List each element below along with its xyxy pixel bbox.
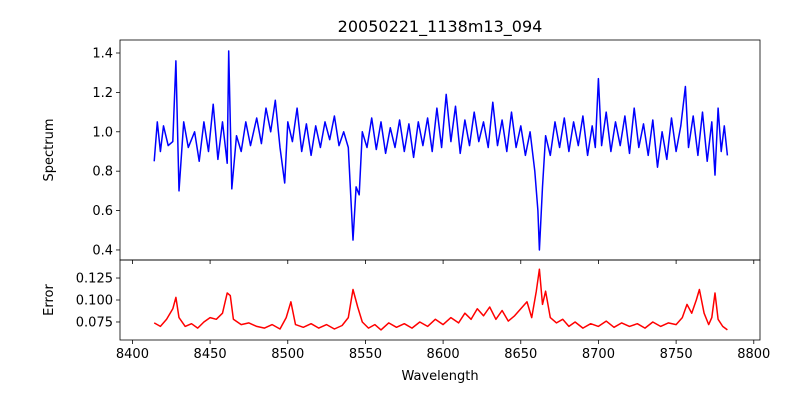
x-tick-label: 8550 [349,347,382,362]
y-tick-label: 0.4 [92,243,113,258]
x-tick-label: 8400 [116,347,149,362]
axes-frame [119,39,761,261]
axes-frame [119,259,761,341]
y-tick-label: 0.100 [76,294,113,309]
y-axis-label-error: Error [42,284,57,316]
x-tick-label: 8650 [504,347,537,362]
y-tick-label: 0.125 [76,272,113,287]
y-tick-label: 1.4 [92,46,113,61]
x-tick-label: 8700 [582,347,615,362]
chart-title: 20050221_1138m13_094 [338,17,543,37]
y-tick-label: 1.0 [92,125,113,140]
x-tick-label: 8500 [271,347,304,362]
y-tick-label: 0.6 [92,204,113,219]
error-axes: 0.075 0.100 0.125 8400 8450 8500 8550 8600 8650 8… [76,259,770,362]
y-tick-label: 0.075 [76,315,113,330]
spectrum-axes: 0.4 0.6 0.8 1.0 1.2 1.4 [92,39,761,264]
x-tick-label: 8750 [660,347,693,362]
spectrum-line [153,50,729,251]
y-axis-label-spectrum: Spectrum [42,119,57,182]
x-axis-label: Wavelength [401,369,478,384]
y-tick-label: 1.2 [92,86,113,101]
error-line [153,268,728,331]
x-tick-label: 8800 [737,347,770,362]
x-tick-label: 8600 [427,347,460,362]
x-tick-label: 8450 [194,347,227,362]
y-tick-label: 0.8 [92,165,113,180]
